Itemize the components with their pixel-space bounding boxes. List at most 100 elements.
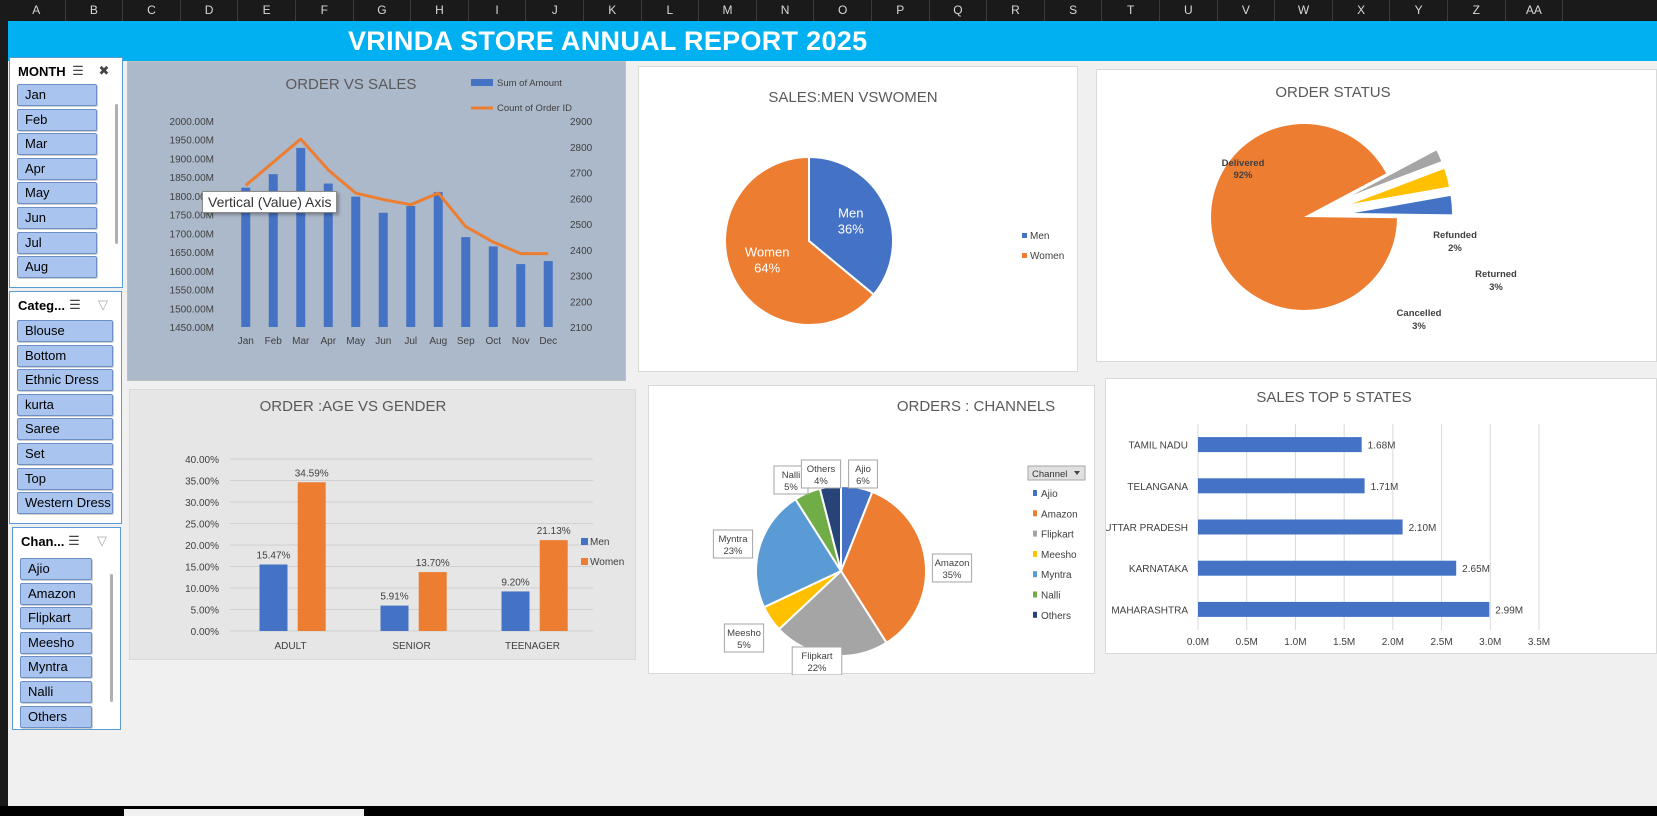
- legend-swatch: [1022, 233, 1027, 238]
- column-header-k[interactable]: K: [584, 0, 642, 21]
- slice-name-label: Cancelled: [1397, 308, 1442, 319]
- clear-filter-icon[interactable]: ✖: [98, 63, 110, 78]
- column-header-h[interactable]: H: [411, 0, 469, 21]
- month-slicer-item[interactable]: Jul: [17, 231, 97, 254]
- clear-filter-icon[interactable]: ▽: [97, 533, 107, 548]
- channel-slicer-item[interactable]: Others: [20, 705, 92, 728]
- state-bar: [1198, 478, 1365, 494]
- category-slicer-item[interactable]: Top: [17, 467, 113, 490]
- column-header-p[interactable]: P: [872, 0, 930, 21]
- left-axis-tick-label: 1500.00M: [170, 304, 214, 315]
- category-slicer-item[interactable]: Bottom: [17, 344, 113, 367]
- row-header-strip: [0, 21, 8, 816]
- column-header-g[interactable]: G: [354, 0, 412, 21]
- sales-top-states-panel[interactable]: SALES TOP 5 STATES 0.0M 0.5M 1.0M 1.5M 2.0M 2.…: [1104, 378, 1657, 654]
- month-slicer-item[interactable]: Apr: [17, 157, 97, 180]
- column-header-r[interactable]: R: [987, 0, 1045, 21]
- month-slicer-item[interactable]: Jan: [17, 84, 97, 106]
- y-axis-tick-label: UTTAR PRADESH: [1106, 523, 1188, 534]
- legend-label-amount: Sum of Amount: [497, 78, 562, 89]
- column-header-s[interactable]: S: [1045, 0, 1103, 21]
- month-slicer-item[interactable]: May: [17, 182, 97, 205]
- category-slicer-item[interactable]: Set: [17, 443, 113, 465]
- column-header-e[interactable]: E: [238, 0, 296, 21]
- column-header-m[interactable]: M: [699, 0, 757, 21]
- month-slicer-item[interactable]: Mar: [17, 133, 97, 156]
- column-header-w[interactable]: W: [1275, 0, 1333, 21]
- column-header-i[interactable]: I: [469, 0, 527, 21]
- channel-slicer-item[interactable]: Amazon: [20, 582, 92, 605]
- chart-title: SALES:MEN VSWOMEN: [768, 89, 937, 106]
- channel-slicer-item[interactable]: Meesho: [20, 631, 92, 654]
- month-slicer-header: MONTH: [18, 64, 66, 79]
- column-header-d[interactable]: D: [181, 0, 239, 21]
- category-slicer-item[interactable]: Saree: [17, 418, 113, 441]
- multi-select-icon[interactable]: ☰: [68, 533, 80, 548]
- column-header-o[interactable]: O: [814, 0, 872, 21]
- month-slicer-item[interactable]: Jun: [17, 207, 97, 229]
- order-status-panel[interactable]: ORDER STATUS Delivered 92% Cancelled 3% Retur…: [1096, 69, 1657, 362]
- column-header-q[interactable]: Q: [930, 0, 988, 21]
- multi-select-icon[interactable]: ☰: [69, 297, 81, 312]
- month-slicer-item[interactable]: Aug: [17, 256, 97, 279]
- x-axis-tick-label: Mar: [292, 336, 310, 347]
- column-header-u[interactable]: U: [1160, 0, 1218, 21]
- channel-slicer[interactable]: Chan... ☰ ▽ Ajio Amazon Flipkart Meesho Mynt…: [12, 527, 121, 730]
- column-header-l[interactable]: L: [642, 0, 700, 21]
- column-header-f[interactable]: F: [296, 0, 354, 21]
- column-header-j[interactable]: J: [526, 0, 584, 21]
- data-label: 1.68M: [1368, 441, 1396, 452]
- right-axis-tick-label: 2100: [570, 323, 593, 334]
- clear-filter-icon[interactable]: ▽: [98, 297, 108, 312]
- left-axis-tick-label: 1750.00M: [170, 211, 214, 222]
- men-bar: [501, 591, 530, 631]
- data-label: 9.20%: [501, 577, 529, 588]
- y-axis-tick-label: 25.00%: [185, 520, 219, 531]
- data-label: 2.10M: [1409, 523, 1437, 534]
- column-header-b[interactable]: B: [66, 0, 124, 21]
- category-slicer-item[interactable]: Blouse: [17, 320, 113, 342]
- month-slicer-item[interactable]: Feb: [17, 108, 97, 131]
- order-vs-sales-panel[interactable]: ORDER VS SALES 2000.00M 1950.00M 1900.00M 18…: [127, 61, 626, 381]
- category-slicer-item[interactable]: kurta: [17, 393, 113, 416]
- column-header-a[interactable]: A: [8, 0, 66, 21]
- channel-slicer-item[interactable]: Ajio: [20, 558, 92, 580]
- column-header-x[interactable]: X: [1333, 0, 1391, 21]
- channel-slicer-item[interactable]: Nalli: [20, 681, 92, 703]
- column-header-t[interactable]: T: [1102, 0, 1160, 21]
- state-bar: [1198, 437, 1362, 453]
- slice-name-label: Nalli: [782, 470, 800, 481]
- sales-men-women-panel[interactable]: SALES:MEN VSWOMEN Men 36% Women 64% Men Women: [638, 66, 1078, 372]
- chart-title: ORDERS : CHANNELS: [897, 398, 1055, 415]
- category-slicer-item[interactable]: Western Dress: [17, 492, 113, 515]
- x-axis-tick-label: Oct: [485, 336, 501, 347]
- orders-channels-panel[interactable]: ORDERS : CHANNELS Ajio 6% Amazon 35% Flipkart…: [648, 385, 1095, 676]
- multi-select-icon[interactable]: ☰: [72, 63, 84, 78]
- column-header-v[interactable]: V: [1218, 0, 1276, 21]
- channel-slicer-scrollbar[interactable]: [110, 574, 113, 702]
- column-header-y[interactable]: Y: [1390, 0, 1448, 21]
- y-axis-tick-label: TAMIL NADU: [1129, 441, 1188, 452]
- column-header-n[interactable]: N: [757, 0, 815, 21]
- x-axis-tick-label: 1.5M: [1333, 637, 1355, 648]
- legend-label: Amazon: [1041, 509, 1078, 520]
- data-callout: [848, 459, 878, 489]
- order-count-line: [244, 137, 549, 256]
- category-slicer[interactable]: Categ... ☰ ▽ Blouse Bottom Ethnic Dress kur…: [9, 291, 122, 524]
- column-header-z[interactable]: Z: [1448, 0, 1506, 21]
- data-callout: [723, 623, 765, 653]
- month-slicer[interactable]: MONTH ☰ ✖ Jan Feb Mar Apr May Jun Jul Aug: [9, 57, 123, 288]
- x-axis-tick-label: 0.0M: [1187, 637, 1209, 648]
- column-header-aa[interactable]: AA: [1506, 0, 1564, 21]
- channel-slicer-item[interactable]: Flipkart: [20, 607, 92, 630]
- sheet-tab[interactable]: [124, 809, 364, 816]
- channel-slicer-item[interactable]: Myntra: [20, 656, 92, 679]
- slice-value-label: 23%: [723, 546, 743, 557]
- pie-slice-men: [808, 155, 894, 296]
- column-header-c[interactable]: C: [123, 0, 181, 21]
- legend-swatch: [1022, 253, 1027, 258]
- category-slicer-item[interactable]: Ethnic Dress: [17, 369, 113, 392]
- order-age-gender-panel[interactable]: ORDER :AGE VS GENDER 40.00% 35.00% 30.00% 25…: [129, 389, 636, 660]
- month-slicer-scrollbar[interactable]: [115, 104, 118, 244]
